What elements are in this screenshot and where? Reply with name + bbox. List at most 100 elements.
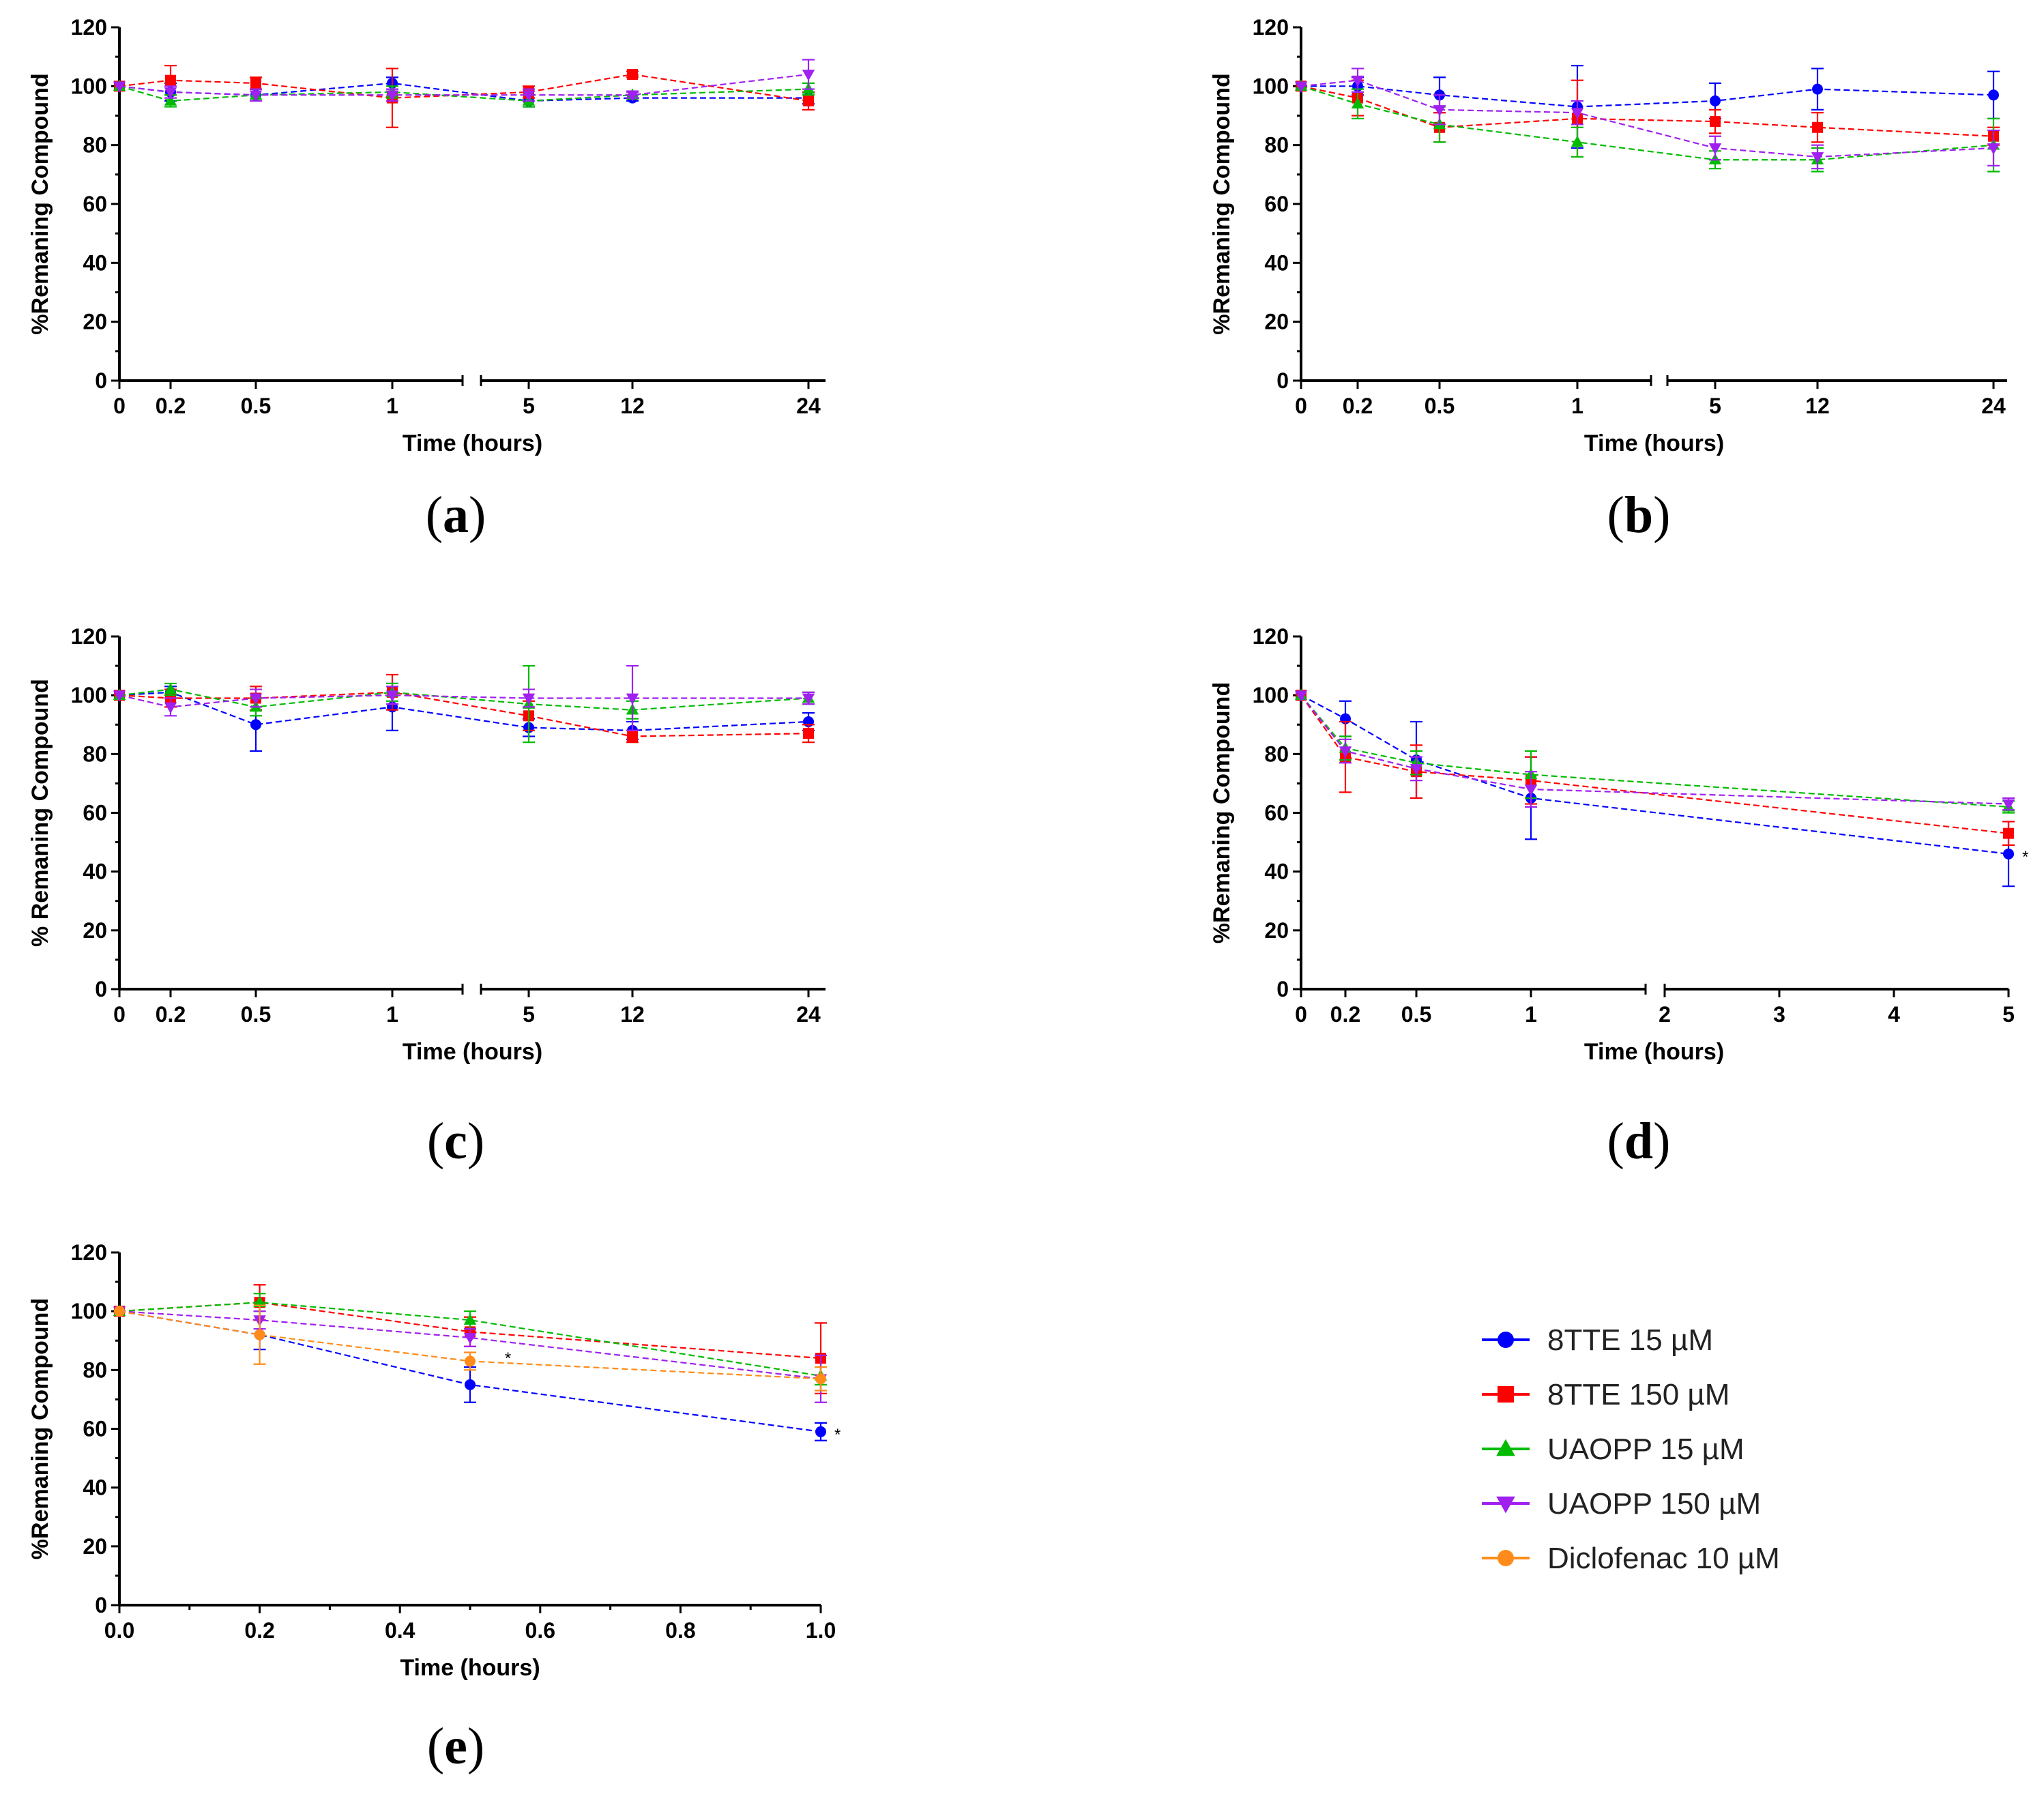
legend-item-uaopp-150-um: UAOPP 150 µM [1482, 1487, 1761, 1521]
x-tick-label: 3 [1773, 1002, 1785, 1027]
y-tick-label: 120 [71, 15, 107, 40]
y-tick-label: 60 [1264, 192, 1289, 216]
data-point [1571, 108, 1584, 119]
data-point [803, 95, 814, 106]
y-tick-label: 100 [71, 683, 107, 707]
data-point [627, 731, 638, 742]
y-tick-label: 0 [95, 368, 107, 393]
y-tick-label: 60 [83, 192, 107, 216]
x-tick-label: 0 [113, 1002, 126, 1027]
x-tick-label: 0 [113, 394, 126, 418]
legend-swatch-marker [1496, 1439, 1515, 1456]
series-uaopp-150-um [1294, 68, 2000, 170]
data-point [803, 728, 814, 739]
y-tick-label: 60 [83, 1417, 107, 1441]
series-uaopp-150-um [1294, 690, 2015, 811]
data-point [1710, 95, 1721, 106]
series-uaopp-150-um [113, 664, 815, 731]
x-tick-label: 2 [1659, 1002, 1671, 1027]
panel-label-open-paren: ( [426, 486, 443, 544]
legend-swatch-marker [1498, 1332, 1514, 1348]
data-point [1410, 764, 1423, 776]
data-point [465, 1355, 476, 1367]
data-point [113, 690, 126, 702]
y-tick-label: 80 [83, 1358, 107, 1382]
x-tick-label: 24 [796, 1002, 821, 1027]
data-point [253, 1295, 266, 1308]
data-point [522, 90, 536, 102]
panel-label-open-paren: ( [427, 1718, 444, 1775]
x-tick-label: 1 [386, 394, 398, 418]
legend: 8TTE 15 µM 8TTE 150 µM UAOPP 15 µM UAOPP 15… [1482, 1323, 1780, 1575]
legend-label: 8TTE 150 µM [1547, 1378, 1729, 1411]
x-axis-title: Time (hours) [403, 1039, 542, 1065]
legend-item-8tte-150-um: 8TTE 150 µM [1482, 1378, 1729, 1411]
y-axis-title: %Remaning Compound [27, 1298, 53, 1559]
data-point [1987, 143, 2000, 155]
data-point [815, 1426, 826, 1437]
y-tick-label: 100 [1253, 74, 1289, 98]
data-point [1339, 746, 1352, 758]
panel-label-close-paren: ) [469, 486, 486, 544]
y-tick-label: 120 [71, 624, 107, 649]
data-point [250, 719, 261, 731]
x-tick-label: 0.2 [156, 1002, 186, 1027]
x-tick-label: 5 [2002, 1002, 2015, 1027]
y-tick-label: 100 [71, 1299, 107, 1323]
x-tick-label: 0.2 [244, 1618, 274, 1643]
x-axis-title: Time (hours) [1584, 430, 1724, 456]
significance-marker: * [2022, 848, 2028, 866]
x-tick-label: 1 [1525, 1002, 1537, 1027]
series-diclofenac-10-um [114, 1304, 827, 1392]
x-axis-title: Time (hours) [400, 1655, 540, 1681]
y-axis-title: %Remaning Compound [1209, 682, 1235, 943]
y-tick-label: 0 [95, 977, 107, 1001]
y-tick-label: 80 [1264, 742, 1289, 766]
y-tick-label: 80 [83, 742, 107, 766]
x-tick-label: 12 [620, 394, 645, 418]
panel-label: (b) [1607, 486, 1671, 544]
x-tick-label: 0.5 [241, 1002, 271, 1027]
y-tick-label: 20 [83, 310, 107, 334]
data-point [1294, 690, 1308, 702]
x-tick-label: 24 [796, 394, 821, 418]
x-tick-label: 0.2 [156, 394, 186, 418]
x-tick-label: 0.5 [241, 394, 271, 418]
data-point [1708, 143, 1722, 155]
x-tick-label: 0.5 [1425, 394, 1455, 418]
x-axis-title: Time (hours) [1584, 1039, 1724, 1065]
series-line [119, 1310, 821, 1380]
y-tick-label: 0 [1276, 368, 1289, 393]
chart-panel-b: 0 20 40 60 80 100 120 0 0.2 0.5 1 5 12 24 Time (hours)… [1209, 15, 2007, 544]
data-point [164, 87, 177, 99]
x-tick-label: 0.2 [1343, 394, 1373, 418]
panel-label-letter: a [443, 486, 469, 544]
data-point [626, 90, 639, 102]
y-tick-label: 40 [1264, 250, 1289, 275]
y-tick-label: 20 [83, 918, 107, 943]
y-tick-label: 120 [1253, 624, 1289, 649]
x-tick-label: 5 [523, 1002, 535, 1027]
x-tick-label: 5 [523, 394, 535, 418]
panel-label-close-paren: ) [467, 1718, 484, 1775]
x-tick-label: 0 [1295, 394, 1307, 418]
data-point [1433, 105, 1446, 117]
x-tick-label: 0.6 [525, 1618, 555, 1643]
y-tick-label: 120 [1253, 15, 1289, 40]
panel-label-open-paren: ( [427, 1113, 444, 1170]
legend-label: UAOPP 15 µM [1547, 1433, 1744, 1466]
panel-label: (a) [426, 486, 486, 544]
data-point [249, 693, 263, 705]
y-tick-label: 100 [71, 74, 107, 98]
x-tick-label: 0.2 [1330, 1002, 1360, 1027]
series-8tte-150-um [114, 65, 815, 128]
significance-marker: * [834, 1426, 841, 1444]
legend-swatch-marker [1496, 1496, 1515, 1514]
significance-marker: * [505, 1349, 511, 1368]
legend-label: UAOPP 150 µM [1547, 1487, 1761, 1521]
data-point [465, 1379, 476, 1390]
data-point [254, 1329, 265, 1340]
panel-label-letter: e [444, 1718, 467, 1775]
data-point [1710, 116, 1721, 128]
